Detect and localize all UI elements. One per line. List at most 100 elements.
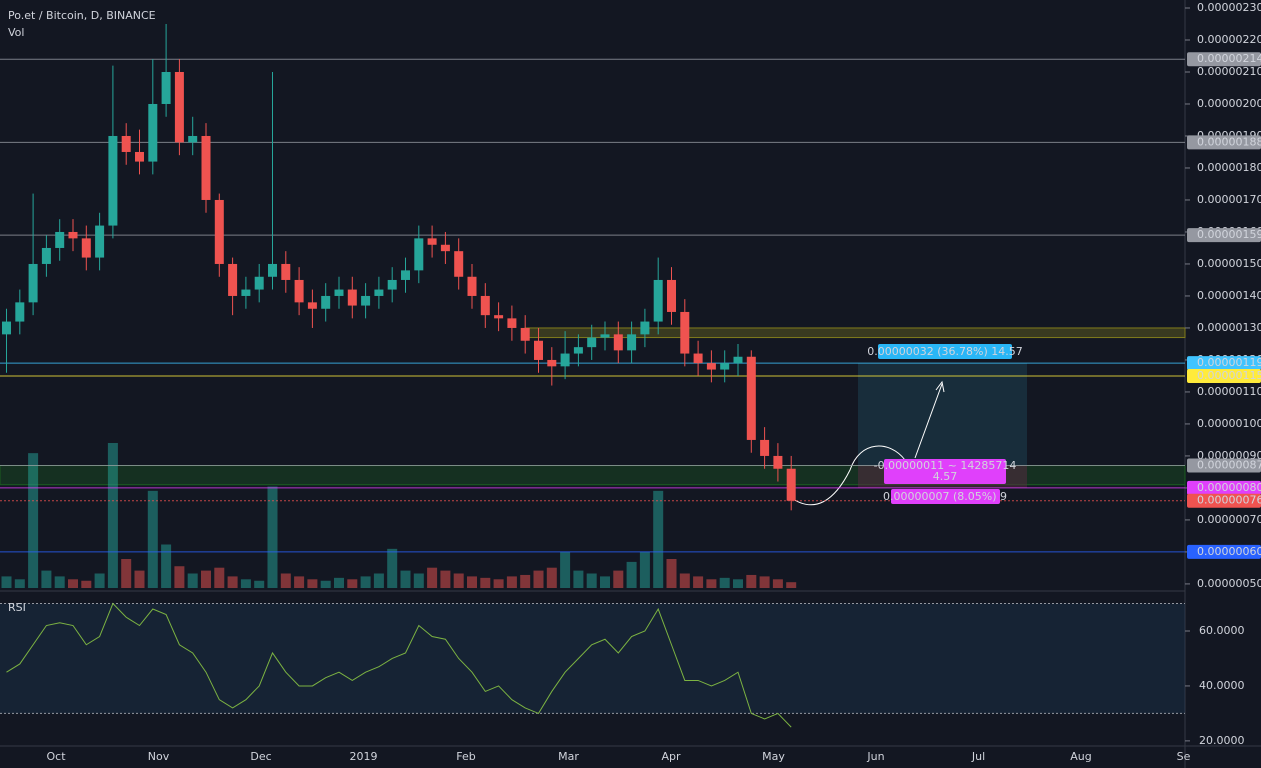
volume-bar — [440, 570, 451, 588]
candle-body — [281, 263, 291, 280]
volume-bar — [467, 576, 477, 588]
volume-bar — [613, 570, 624, 588]
candle-body — [121, 135, 131, 152]
annotation: 4.57 — [933, 470, 958, 483]
price-label-bg — [1187, 368, 1261, 383]
volume-bar — [147, 490, 158, 588]
price-label-bg — [1187, 135, 1261, 150]
volume-bar — [68, 579, 78, 588]
volume-bar — [174, 566, 185, 588]
candle-body — [760, 439, 770, 456]
volume-label: Vol — [8, 26, 24, 39]
y-tick-label: 0.00000150 — [1197, 257, 1261, 270]
x-tick-label: Aug — [1070, 750, 1091, 763]
volume-bar — [600, 576, 610, 588]
price-label-bg — [1187, 493, 1261, 508]
volume-bar — [586, 573, 597, 588]
candle-body — [268, 263, 277, 277]
candle-body — [347, 289, 357, 306]
candle-body — [201, 135, 211, 200]
candle-body — [148, 103, 158, 162]
volume-bar — [360, 576, 371, 588]
candle-body — [41, 247, 51, 264]
price-label-bg — [1187, 480, 1261, 495]
volume-bar — [387, 548, 398, 588]
x-tick-label: Feb — [456, 750, 475, 763]
candle-body — [733, 356, 743, 364]
volume-bar — [493, 579, 504, 588]
y-tick-label: 0.00000140 — [1197, 289, 1261, 302]
volume-bar — [772, 579, 783, 588]
x-tick-label: Se — [1177, 750, 1191, 763]
candle-body — [214, 199, 224, 264]
candle-body — [2, 321, 11, 335]
candle-body — [600, 334, 610, 338]
x-tick-label: Oct — [46, 750, 66, 763]
volume-bar — [626, 561, 637, 588]
x-tick-label: Nov — [148, 750, 170, 763]
candle-body — [334, 289, 344, 296]
candle-body — [294, 279, 304, 303]
candle-body — [188, 135, 198, 143]
volume-bar — [373, 573, 384, 588]
candle-body — [773, 455, 783, 469]
volume-bar — [54, 576, 65, 588]
projection-arrow — [914, 383, 943, 459]
x-tick-label: Apr — [661, 750, 681, 763]
arrow-head — [935, 380, 945, 393]
price-label: 0.00000214 — [1197, 52, 1261, 65]
volume-bar — [520, 574, 531, 588]
candle-body — [613, 334, 623, 351]
volume-bar — [693, 576, 704, 588]
volume-bar — [506, 576, 517, 588]
y-tick-label: 0.00000210 — [1197, 65, 1261, 78]
volume-bar — [307, 579, 318, 588]
y-tick-label: 0.00000170 — [1197, 193, 1261, 206]
price-label-bg — [1187, 544, 1261, 559]
candle-body — [480, 295, 490, 316]
y-tick-label: 0.00000070 — [1197, 513, 1261, 526]
candle-body — [667, 279, 676, 312]
y-tick-label: 60.0000 — [1199, 624, 1245, 637]
y-tick-label: 0.00000050 — [1197, 577, 1261, 590]
volume-bar — [280, 573, 291, 588]
rsi-label: RSI — [8, 601, 26, 614]
volume-bar — [480, 577, 491, 588]
volume-bar — [786, 582, 797, 588]
volume-bar — [546, 567, 557, 588]
price-label-bg — [1187, 52, 1261, 67]
x-tick-label: Mar — [558, 750, 579, 763]
candle-body — [401, 270, 410, 280]
candle-body — [653, 279, 663, 322]
x-tick-label: May — [762, 750, 785, 763]
candle-body — [560, 353, 570, 367]
candle-body — [467, 276, 477, 296]
candle-body — [387, 279, 397, 290]
candle-body — [414, 238, 424, 271]
candle-body — [680, 311, 690, 354]
price-label: 0.00000076 — [1197, 494, 1261, 507]
volume-bar — [400, 570, 411, 588]
candle-body — [28, 263, 38, 303]
volume-bar — [666, 559, 677, 588]
candle-body — [520, 327, 530, 341]
candle-body — [746, 356, 756, 440]
candle-body — [640, 321, 650, 335]
candle-body — [161, 71, 171, 104]
price-label: 0.00000119 — [1197, 356, 1261, 369]
volume-bar — [267, 486, 278, 588]
volume-bar — [214, 567, 225, 588]
price-label: 0.00000188 — [1197, 135, 1261, 148]
volume-bar — [134, 570, 145, 588]
candle-body — [374, 289, 384, 296]
x-tick-label: Jun — [866, 750, 884, 763]
volume-bar — [573, 570, 584, 588]
candle-body — [454, 251, 464, 277]
y-tick-label: 20.0000 — [1199, 734, 1245, 747]
volume-bar — [733, 579, 743, 588]
candle-body — [720, 363, 730, 370]
y-tick-label: 0.00000110 — [1197, 385, 1261, 398]
volume-bar — [653, 490, 664, 588]
y-tick-label: 0.00000130 — [1197, 321, 1261, 334]
